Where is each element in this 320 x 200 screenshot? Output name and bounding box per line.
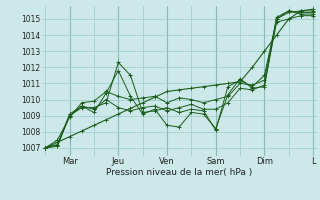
- X-axis label: Pression niveau de la mer( hPa ): Pression niveau de la mer( hPa ): [106, 168, 252, 177]
